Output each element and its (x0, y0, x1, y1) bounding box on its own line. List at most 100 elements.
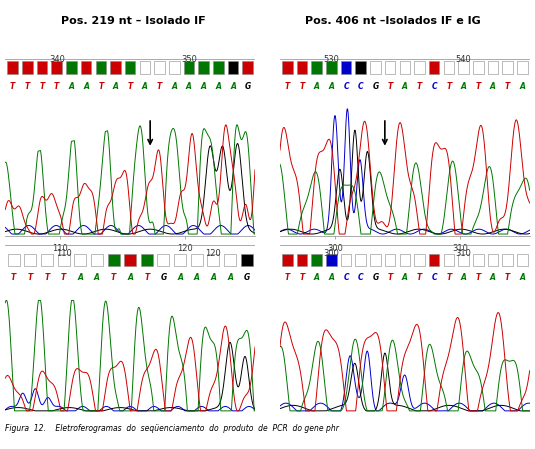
Text: 300: 300 (324, 250, 339, 259)
Text: T: T (300, 273, 304, 282)
Bar (96, 62, 106, 74)
Text: T: T (446, 273, 452, 282)
Text: A: A (461, 82, 467, 91)
Bar (311, 62, 322, 74)
Text: A: A (127, 273, 133, 282)
Text: T: T (61, 273, 66, 282)
Bar (191, 255, 203, 266)
Bar (326, 255, 337, 266)
Text: A: A (83, 82, 89, 91)
Bar (414, 62, 425, 74)
Text: C: C (431, 273, 437, 282)
Bar (341, 62, 351, 74)
Bar (487, 255, 498, 266)
Bar (429, 62, 439, 74)
Text: T: T (28, 273, 33, 282)
Bar (108, 255, 119, 266)
Text: 340: 340 (49, 55, 65, 64)
Text: A: A (227, 273, 233, 282)
Text: T: T (127, 82, 133, 91)
Bar (400, 62, 410, 74)
Text: G: G (372, 273, 379, 282)
Text: A: A (519, 273, 525, 282)
Bar (282, 255, 293, 266)
Text: T: T (98, 82, 103, 91)
Text: A: A (194, 273, 200, 282)
Text: T: T (505, 82, 510, 91)
Bar (169, 62, 180, 74)
Bar (141, 255, 153, 266)
Bar (414, 255, 425, 266)
Text: A: A (328, 82, 334, 91)
Text: T: T (157, 82, 162, 91)
Bar (473, 255, 484, 266)
Text: Pos. 219 nt – Isolado IF: Pos. 219 nt – Isolado IF (62, 16, 206, 26)
Text: A: A (490, 273, 496, 282)
Bar (502, 255, 513, 266)
Bar (228, 62, 238, 74)
Text: A: A (112, 82, 118, 91)
Text: A: A (177, 273, 183, 282)
Text: A: A (314, 273, 319, 282)
Bar (37, 62, 48, 74)
Bar (370, 62, 381, 74)
Text: G: G (160, 273, 166, 282)
Bar (473, 62, 484, 74)
Text: A: A (328, 273, 334, 282)
Text: A: A (461, 273, 467, 282)
Bar (66, 62, 77, 74)
Bar (487, 62, 498, 74)
Bar (22, 62, 33, 74)
Text: T: T (40, 82, 45, 91)
Bar (41, 255, 53, 266)
Bar (7, 62, 18, 74)
Bar (385, 255, 395, 266)
Text: 310: 310 (456, 250, 471, 259)
Bar (140, 62, 150, 74)
Bar (311, 255, 322, 266)
Bar (458, 62, 469, 74)
Bar (110, 62, 121, 74)
Text: A: A (201, 82, 207, 91)
Text: T: T (417, 82, 422, 91)
Text: T: T (476, 273, 481, 282)
Text: T: T (300, 82, 304, 91)
Bar (198, 62, 209, 74)
Text: C: C (431, 82, 437, 91)
Bar (355, 255, 366, 266)
Text: A: A (78, 273, 83, 282)
Bar (444, 255, 454, 266)
Text: T: T (285, 82, 290, 91)
Text: A: A (490, 82, 496, 91)
Text: A: A (402, 273, 408, 282)
Text: T: T (10, 82, 16, 91)
Text: T: T (285, 273, 290, 282)
Text: 530: 530 (324, 55, 339, 64)
Text: A: A (314, 82, 319, 91)
Text: G: G (372, 82, 379, 91)
Text: T: T (25, 82, 30, 91)
Bar (242, 62, 253, 74)
Text: T: T (387, 273, 393, 282)
Text: A: A (171, 82, 177, 91)
Bar (51, 62, 62, 74)
Bar (213, 62, 224, 74)
Bar (174, 255, 186, 266)
Bar (74, 255, 86, 266)
Text: 350: 350 (181, 55, 197, 64)
Text: T: T (476, 82, 481, 91)
Bar (124, 255, 136, 266)
Bar (224, 255, 236, 266)
Bar (385, 62, 395, 74)
Bar (208, 255, 219, 266)
Text: 120: 120 (205, 250, 221, 259)
Text: A: A (94, 273, 100, 282)
Text: A: A (68, 82, 74, 91)
Bar (400, 255, 410, 266)
Text: G: G (244, 82, 251, 91)
Text: T: T (144, 273, 149, 282)
Text: C: C (358, 273, 364, 282)
Bar (502, 62, 513, 74)
Text: A: A (402, 82, 408, 91)
Text: T: T (417, 273, 422, 282)
